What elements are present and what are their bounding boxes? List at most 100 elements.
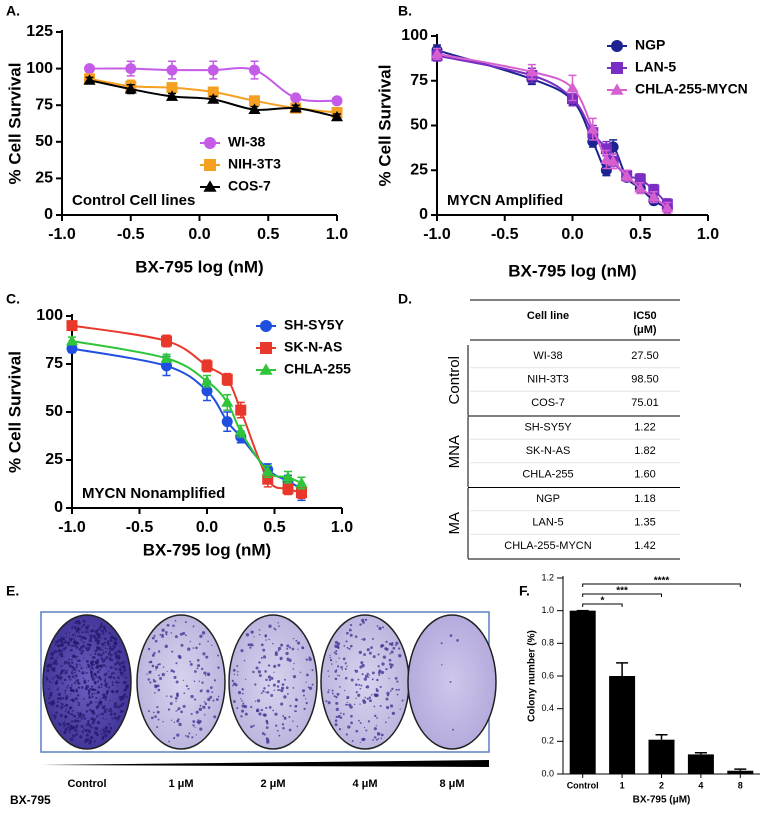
colony: [87, 729, 91, 733]
colony: [170, 695, 173, 698]
colony: [252, 670, 255, 674]
colony: [148, 670, 152, 674]
colony: [104, 650, 107, 653]
error-bar: [734, 768, 747, 771]
colony: [252, 724, 255, 727]
colony: [87, 689, 91, 693]
colony: [378, 626, 382, 631]
colony: [87, 692, 90, 696]
colony: [441, 664, 443, 666]
colony: [55, 640, 59, 644]
colony: [273, 671, 275, 673]
y-tick-label: 0.8: [541, 638, 554, 648]
colony: [385, 667, 388, 671]
table-header: IC50: [633, 310, 656, 322]
colony: [288, 646, 292, 649]
y-tick-label: 25: [45, 451, 63, 468]
colony: [89, 629, 93, 633]
colony: [85, 659, 89, 663]
colony: [250, 643, 254, 647]
colony: [90, 671, 93, 675]
colony: [184, 634, 187, 637]
colony: [68, 712, 71, 715]
marker: [331, 95, 343, 107]
annotation: MYCN Nonamplified: [82, 485, 225, 502]
colony: [102, 735, 105, 738]
marker: [600, 153, 613, 164]
colony: [345, 640, 348, 643]
colony: [362, 637, 366, 641]
marker: [600, 164, 612, 176]
colony: [86, 722, 90, 726]
table-cell: 1.60: [634, 468, 655, 480]
colony: [96, 690, 100, 693]
colony: [87, 719, 90, 723]
colony: [337, 665, 340, 668]
colony: [74, 697, 78, 701]
colony: [85, 672, 88, 674]
marker: [281, 471, 295, 482]
colony: [241, 704, 245, 708]
x-tick-label: 4: [698, 780, 703, 790]
colony: [346, 646, 349, 649]
colony: [293, 662, 295, 665]
colony: [72, 665, 74, 668]
table-cell: WI-38: [533, 350, 562, 362]
colony: [180, 643, 184, 647]
colony: [85, 667, 88, 669]
colony: [99, 653, 103, 657]
colony: [99, 730, 102, 732]
colony: [107, 670, 110, 673]
colony: [99, 698, 102, 700]
colony: [120, 674, 123, 677]
colony: [74, 674, 78, 678]
colony: [385, 640, 388, 643]
colony: [190, 694, 194, 699]
colony: [336, 674, 339, 676]
colony: [57, 701, 59, 703]
colony: [196, 658, 200, 662]
colonies: [45, 619, 129, 745]
colony: [97, 704, 100, 708]
colony: [262, 648, 266, 652]
colony: [75, 666, 78, 669]
colony: [194, 726, 196, 729]
significance-label: ***: [616, 586, 628, 597]
marker: [161, 335, 172, 347]
colony: [374, 714, 377, 717]
colony: [350, 714, 353, 718]
colony: [327, 689, 330, 691]
colony: [389, 704, 394, 708]
colony: [396, 680, 399, 683]
colony: [179, 632, 183, 636]
colony: [365, 685, 370, 689]
colony: [48, 697, 51, 700]
colony: [359, 623, 362, 626]
colony: [280, 689, 284, 693]
colony: [83, 728, 86, 731]
colony: [113, 652, 117, 656]
colony: [119, 710, 123, 713]
colony: [112, 671, 115, 675]
colony: [161, 634, 165, 638]
colony: [56, 657, 59, 659]
colony: [373, 693, 377, 697]
colony: [449, 634, 453, 637]
colony: [342, 713, 345, 716]
marker: [201, 385, 213, 397]
colony: [266, 740, 270, 744]
colony: [56, 688, 59, 691]
colony: [182, 631, 186, 635]
colony: [247, 643, 251, 647]
colony: [339, 712, 342, 715]
marker: [290, 92, 302, 104]
colony: [154, 684, 158, 688]
y-tick-label: 0: [44, 206, 53, 223]
y-tick-label: 0.0: [541, 768, 554, 778]
colony: [198, 643, 201, 646]
colony: [196, 720, 200, 724]
colony: [117, 650, 121, 654]
colony: [79, 735, 83, 739]
colony: [91, 721, 95, 725]
colony: [344, 676, 348, 680]
